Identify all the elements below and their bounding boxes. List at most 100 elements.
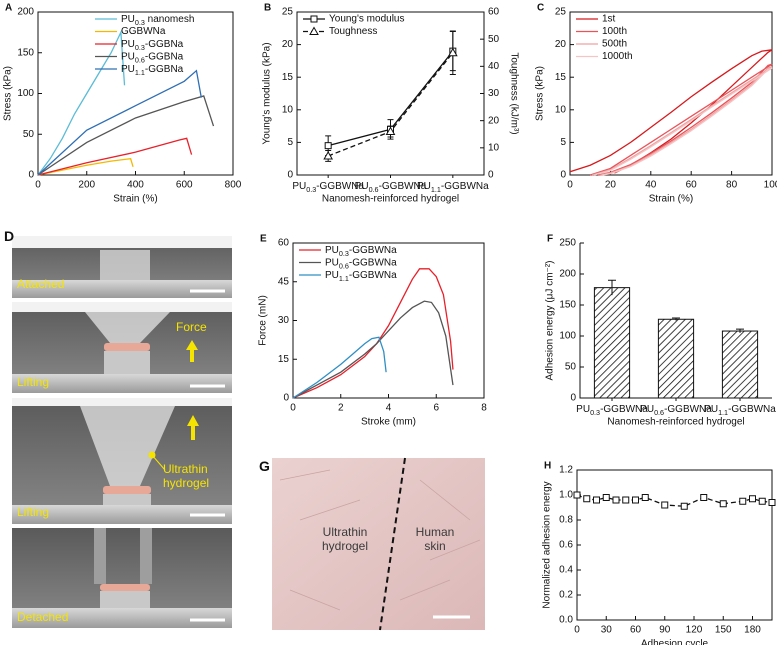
series-line	[37, 95, 215, 176]
x-tick-label: PU1.1-GGBWNa	[417, 181, 489, 195]
x-tick-label: PU1.1-GGBWNa	[704, 404, 776, 418]
x-axis-label: Strain (%)	[649, 194, 693, 205]
y-tick-label: 0.8	[559, 515, 573, 526]
y-tick-label: 25	[555, 7, 567, 18]
y-axis-label: Force (mN)	[258, 295, 269, 346]
marker	[602, 494, 610, 501]
photo-label: Detached	[17, 610, 69, 624]
x-tick-label: 4	[386, 403, 392, 414]
y-tick-label: 0.6	[559, 540, 573, 551]
series-line	[569, 49, 773, 174]
series-line	[292, 336, 387, 399]
y-tick-label: 100	[559, 331, 576, 342]
y-tick-label: 250	[559, 238, 576, 249]
marker	[680, 502, 688, 510]
x-tick-label: 8	[481, 403, 487, 414]
y2-tick-label: 50	[488, 34, 500, 45]
x-tick-label: 0	[574, 625, 580, 636]
photo-label: Ultrathin hydrogel	[163, 462, 210, 490]
x-tick-label: 60	[630, 625, 642, 636]
legend-label: PU1.1-GGBWNa	[325, 270, 397, 284]
y-tick-label: 45	[278, 276, 290, 287]
x-tick-label: 200	[78, 180, 95, 191]
marker	[447, 47, 458, 57]
x-tick-label: 800	[225, 180, 242, 191]
legend-label: PU0.3-GGBNa	[121, 39, 184, 53]
error-bar	[608, 279, 616, 296]
marker	[323, 150, 334, 160]
legend-label: GGBWNa	[121, 26, 166, 37]
y-tick-label: 50	[565, 362, 577, 373]
x-tick-label: 120	[686, 625, 703, 636]
legend-label: Toughness	[329, 26, 377, 37]
x-tick-label: 0	[35, 180, 41, 191]
y-tick-label: 20	[282, 39, 294, 50]
marker	[573, 491, 581, 499]
marker	[612, 496, 620, 504]
series-line	[292, 300, 454, 399]
x-tick-label: 6	[433, 403, 439, 414]
x-tick-label: PU0.3-GGBWNa	[576, 404, 648, 418]
y-tick-label: 200	[17, 7, 34, 18]
y-axis-label: Young's modulus (kPa)	[262, 42, 273, 144]
y-tick-label: 10	[282, 104, 294, 115]
panel-label: C	[537, 3, 544, 14]
series-line	[37, 69, 202, 176]
series-line	[576, 494, 773, 507]
photo-label: Attached	[17, 277, 65, 291]
y-tick-label: 150	[17, 47, 34, 58]
error-bar	[736, 328, 744, 333]
bar	[593, 287, 631, 399]
series-line	[292, 268, 454, 399]
photo-label: Force	[176, 320, 207, 334]
x-tick-label: 30	[601, 625, 613, 636]
x-tick-label: 180	[744, 625, 761, 636]
y2-tick-label: 10	[488, 142, 500, 153]
panel-label: E	[260, 234, 267, 245]
y-tick-label: 1.2	[559, 465, 573, 476]
y-tick-label: 15	[555, 72, 567, 83]
x-tick-label: 150	[715, 625, 732, 636]
marker	[632, 496, 639, 504]
y-tick-label: 0.0	[559, 615, 573, 626]
series-line	[592, 66, 773, 176]
y-tick-label: 10	[555, 104, 567, 115]
marker	[641, 494, 649, 501]
y-tick-label: 100	[17, 88, 34, 99]
x-axis-label: Strain (%)	[113, 194, 157, 205]
x-tick-label: 2	[338, 403, 344, 414]
x-tick-label: 0	[290, 403, 296, 414]
marker	[661, 501, 669, 509]
plot-frame	[296, 11, 485, 176]
legend-label: Young's modulus	[329, 14, 404, 25]
legend-label: PU0.3 nanomesh	[121, 14, 194, 28]
x-tick-label: 0	[567, 180, 573, 191]
y-tick-label: 150	[559, 300, 576, 311]
y2-tick-label: 40	[488, 61, 500, 72]
legend-label: 1st	[602, 14, 616, 25]
photo-label: Lifting	[17, 505, 50, 519]
y-tick-label: 0	[570, 393, 576, 404]
y-tick-label: 15	[278, 354, 290, 365]
legend-label: 100th	[602, 26, 627, 37]
series-line	[37, 29, 126, 176]
series-line	[37, 157, 134, 176]
panel-label: H	[544, 461, 551, 472]
panel-label: A	[5, 3, 12, 14]
marker	[700, 494, 708, 501]
marker	[309, 26, 319, 35]
y-axis-label: Stress (kPa)	[535, 66, 546, 121]
marker	[739, 497, 747, 505]
x-axis-label: Nanomesh-reinforced hydrogel	[322, 194, 459, 205]
x-tick-label: 60	[686, 180, 698, 191]
legend-label: PU1.1-GGBNa	[121, 64, 184, 78]
marker	[324, 142, 332, 150]
legend-label: PU0.6-GGBNa	[121, 51, 184, 65]
series-line	[594, 67, 773, 176]
marker	[593, 496, 600, 504]
panel-label: D	[4, 228, 15, 244]
photo-g	[272, 457, 485, 631]
panel-label: F	[547, 234, 553, 245]
y-tick-label: 60	[278, 238, 290, 249]
